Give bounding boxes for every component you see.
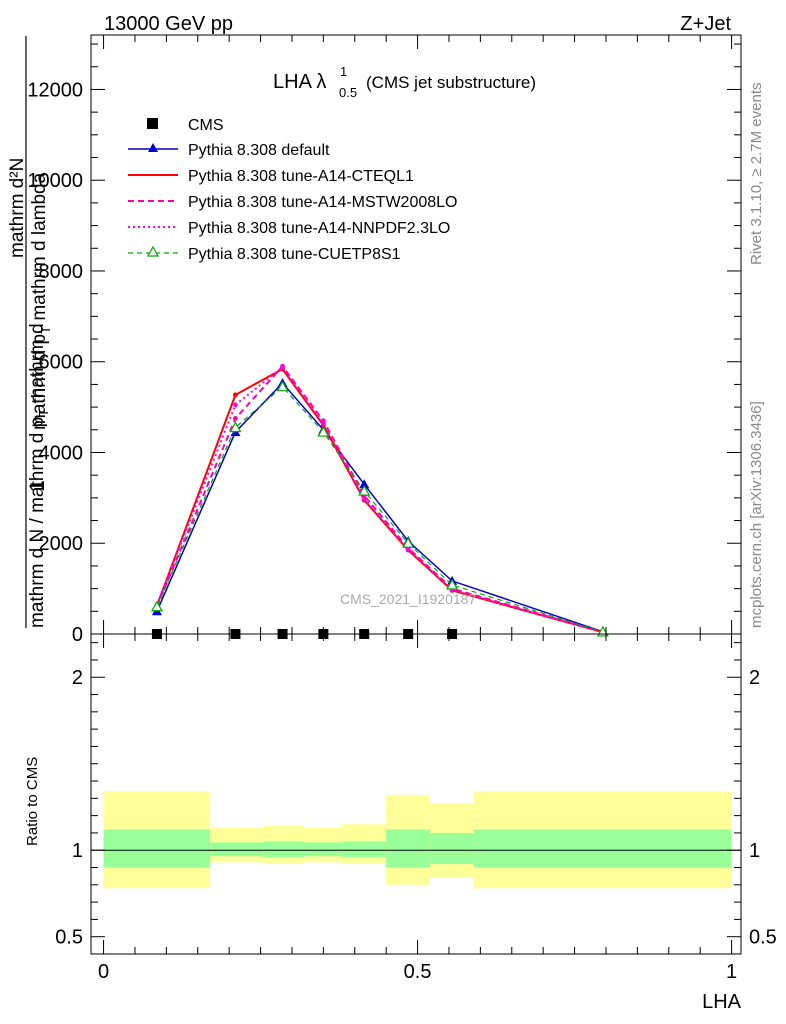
x-axis-label: LHA	[702, 991, 742, 1013]
ratio-band-inner	[430, 832, 475, 865]
series-line	[155, 367, 604, 634]
series-point	[229, 421, 242, 433]
legend-cuetp8s1-marker	[146, 245, 160, 257]
ratio-band-inner	[263, 841, 305, 858]
rivet-label: Rivet 3.1.10, ≥ 2.7M events	[748, 83, 765, 266]
series-point	[233, 392, 238, 398]
legend-cms-label: CMS	[188, 117, 224, 134]
x-tick-label: 0.5	[404, 961, 432, 983]
ratio-y-label: Ratio to CMS	[24, 757, 41, 846]
y-tick-label: 0	[72, 624, 83, 646]
series-point	[320, 420, 326, 426]
title-lha: LHA λ	[273, 71, 326, 93]
ratio-band-inner	[304, 842, 343, 857]
legend-default-marker	[148, 143, 158, 152]
header-left: 13000 GeV pp	[104, 13, 233, 35]
header-right: Z+Jet	[680, 13, 731, 35]
series-point	[233, 416, 238, 421]
series-point	[402, 537, 415, 548]
ratio-y-tick-label: 2	[72, 667, 83, 689]
legend-nnpdf-label: Pythia 8.308 tune-A14-NNPDF2.3LO	[188, 220, 450, 237]
legend-cuetp8s1-label: Pythia 8.308 tune-CUETP8S1	[188, 246, 401, 263]
series-point	[317, 425, 330, 437]
series-point	[361, 496, 367, 502]
ylabel-num: 1	[26, 480, 49, 492]
main-marks	[150, 363, 609, 639]
series-point	[276, 380, 289, 392]
series-point	[150, 600, 163, 612]
ratio-panel: 0.5 0.51 12 2 0 0.5 1 Ratio to CMS LHA	[24, 633, 777, 1013]
main-title: LHA λ 1 0.5 (CMS jet substructure)	[273, 64, 536, 100]
series-point	[358, 484, 371, 496]
legend-cteql1-label: Pythia 8.308 tune-A14-CTEQL1	[188, 168, 414, 185]
series-point	[280, 364, 285, 370]
series-point	[233, 402, 238, 408]
series-point	[446, 578, 459, 590]
main-y-label: 1 mathrm d N / mathrm d pT mathrm d math…	[7, 36, 53, 628]
ratio-y-tick-label-right: 1	[749, 840, 760, 862]
title-note: (CMS jet substructure)	[366, 73, 536, 92]
ratio-y-tick-label: 1	[72, 840, 83, 862]
main-y-axis: 0 2000 4000 6000 8000 10000 12000	[27, 43, 741, 646]
y-tick-label: 2000	[39, 533, 84, 555]
ratio-band-inner	[210, 842, 264, 857]
x-tick-label: 1	[726, 961, 737, 983]
ratio-y-axis: 0.5 0.5 1 1 2 2	[55, 642, 777, 949]
ylabel-main: mathrm d²N	[7, 158, 28, 258]
ratio-band-inner	[103, 829, 211, 868]
main-panel: 0 2000 4000 6000 8000 10000 12000 LHA λ 1 0.5 …	[7, 34, 742, 646]
title-sub: 0.5	[339, 85, 357, 100]
main-x-ticks	[103, 35, 733, 634]
ylabel-mid: mathrm d pT mathrm d lambda	[29, 172, 53, 430]
watermark: CMS_2021_I1920187	[340, 591, 476, 607]
legend-mstw-label: Pythia 8.308 tune-A14-MSTW2008LO	[188, 194, 457, 211]
series-line	[156, 385, 603, 633]
x-tick-label: 0	[98, 961, 109, 983]
y-tick-label: 8000	[39, 261, 84, 283]
series-point	[405, 546, 411, 552]
ratio-band-inner	[386, 829, 431, 868]
ratio-x-axis: 0 0.5 1	[98, 634, 737, 983]
title-sup: 1	[340, 64, 347, 79]
ylabel-den: mathrm d N / mathrm d pT mathrm d	[27, 323, 51, 628]
series-line	[155, 365, 604, 634]
y-tick-label: 6000	[39, 352, 84, 374]
y-tick-label: 12000	[27, 79, 83, 101]
ratio-y-tick-label-right: 0.5	[749, 927, 777, 949]
ratio-bands	[103, 791, 732, 889]
legend: CMS Pythia 8.308 default Pythia 8.308 tu…	[128, 117, 457, 263]
ratio-frame	[90, 633, 742, 955]
mcplots-label: mcplots.cern.ch [arXiv:1306.3436]	[748, 401, 765, 628]
legend-cms-marker	[147, 118, 158, 129]
ratio-band-inner	[474, 829, 732, 868]
ratio-y-tick-label-right: 2	[749, 667, 760, 689]
y-tick-label: 4000	[39, 442, 84, 464]
ratio-y-tick-label: 0.5	[55, 927, 83, 949]
legend-default-label: Pythia 8.308 default	[188, 142, 330, 159]
series-point	[359, 479, 370, 489]
ratio-band-inner	[342, 841, 387, 858]
series-dashed-open-triangle	[150, 380, 609, 637]
y-tick-label: 10000	[27, 170, 83, 192]
